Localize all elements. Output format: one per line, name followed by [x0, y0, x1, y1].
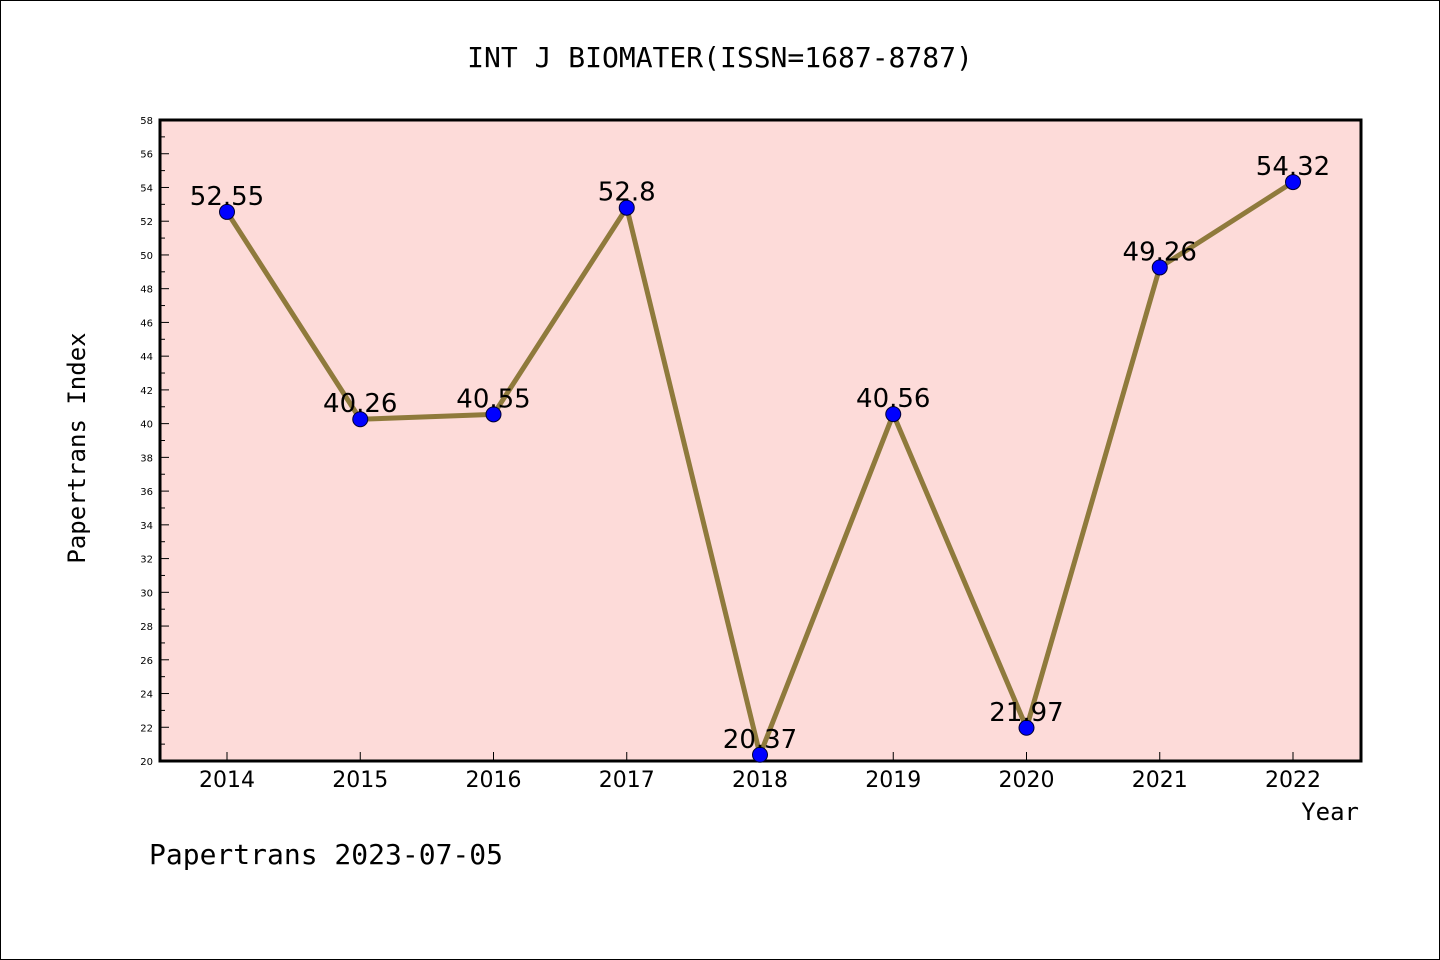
data-point: [1151, 259, 1168, 276]
x-tick-label: 2018: [732, 768, 788, 793]
x-tick-label: 2021: [1132, 768, 1188, 793]
data-point: [1285, 174, 1301, 191]
y-tick-label: 54: [140, 183, 153, 194]
y-tick-label: 44: [140, 352, 153, 363]
x-tick-label: 2016: [466, 768, 522, 793]
data-point: [219, 203, 235, 220]
data-point: [1018, 719, 1035, 736]
data-label: 49.26: [1123, 237, 1197, 267]
y-axis-title: Papertrans Index: [63, 332, 91, 563]
data-label: 40.55: [456, 384, 530, 414]
y-tick-label: 58: [140, 116, 153, 127]
data-label: 40.56: [856, 384, 930, 414]
footer-source-date: Papertrans 2023-07-05: [149, 838, 503, 871]
y-tick-label: 24: [140, 690, 153, 701]
y-tick-label: 38: [140, 453, 153, 464]
y-tick-label: 46: [140, 318, 153, 329]
plot-background: [158, 118, 1363, 763]
data-label: 52.8: [598, 178, 656, 208]
data-label: 52.55: [190, 182, 264, 212]
y-tick-label: 32: [140, 555, 153, 566]
y-tick-label: 34: [140, 521, 153, 532]
x-axis-title: Year: [1301, 798, 1359, 826]
y-tick-label: 26: [140, 656, 153, 667]
x-tick-label: 2017: [599, 768, 655, 793]
data-label: 54.32: [1256, 152, 1330, 182]
data-point: [618, 199, 635, 216]
data-point: [752, 746, 768, 763]
data-point: [352, 411, 369, 428]
y-tick-label: 52: [140, 217, 153, 228]
data-point: [485, 406, 502, 423]
y-tick-label: 22: [140, 723, 153, 734]
data-label: 20.37: [723, 725, 797, 755]
y-tick-label: 28: [140, 622, 153, 633]
x-tick-label: 2020: [999, 768, 1055, 793]
x-tick-label: 2015: [332, 768, 388, 793]
chart-title: INT J BIOMATER(ISSN=1687-8787): [467, 41, 973, 74]
y-tick-label: 36: [140, 487, 153, 498]
y-tick-label: 56: [140, 150, 153, 161]
y-tick-label: 30: [140, 588, 153, 599]
x-tick-label: 2022: [1265, 768, 1321, 793]
y-tick-label: 50: [140, 251, 153, 262]
y-tick-label: 40: [140, 420, 153, 431]
plot-area: 2022242628303234363840424446485052545658…: [140, 116, 1363, 793]
x-tick-label: 2019: [865, 768, 921, 793]
data-point: [885, 406, 902, 423]
y-tick-label: 48: [140, 285, 153, 296]
y-tick-label: 42: [140, 386, 153, 397]
data-label: 21.97: [989, 698, 1063, 728]
x-tick-label: 2014: [199, 768, 255, 793]
data-label: 40.26: [323, 389, 397, 419]
y-tick-label: 20: [140, 757, 153, 768]
